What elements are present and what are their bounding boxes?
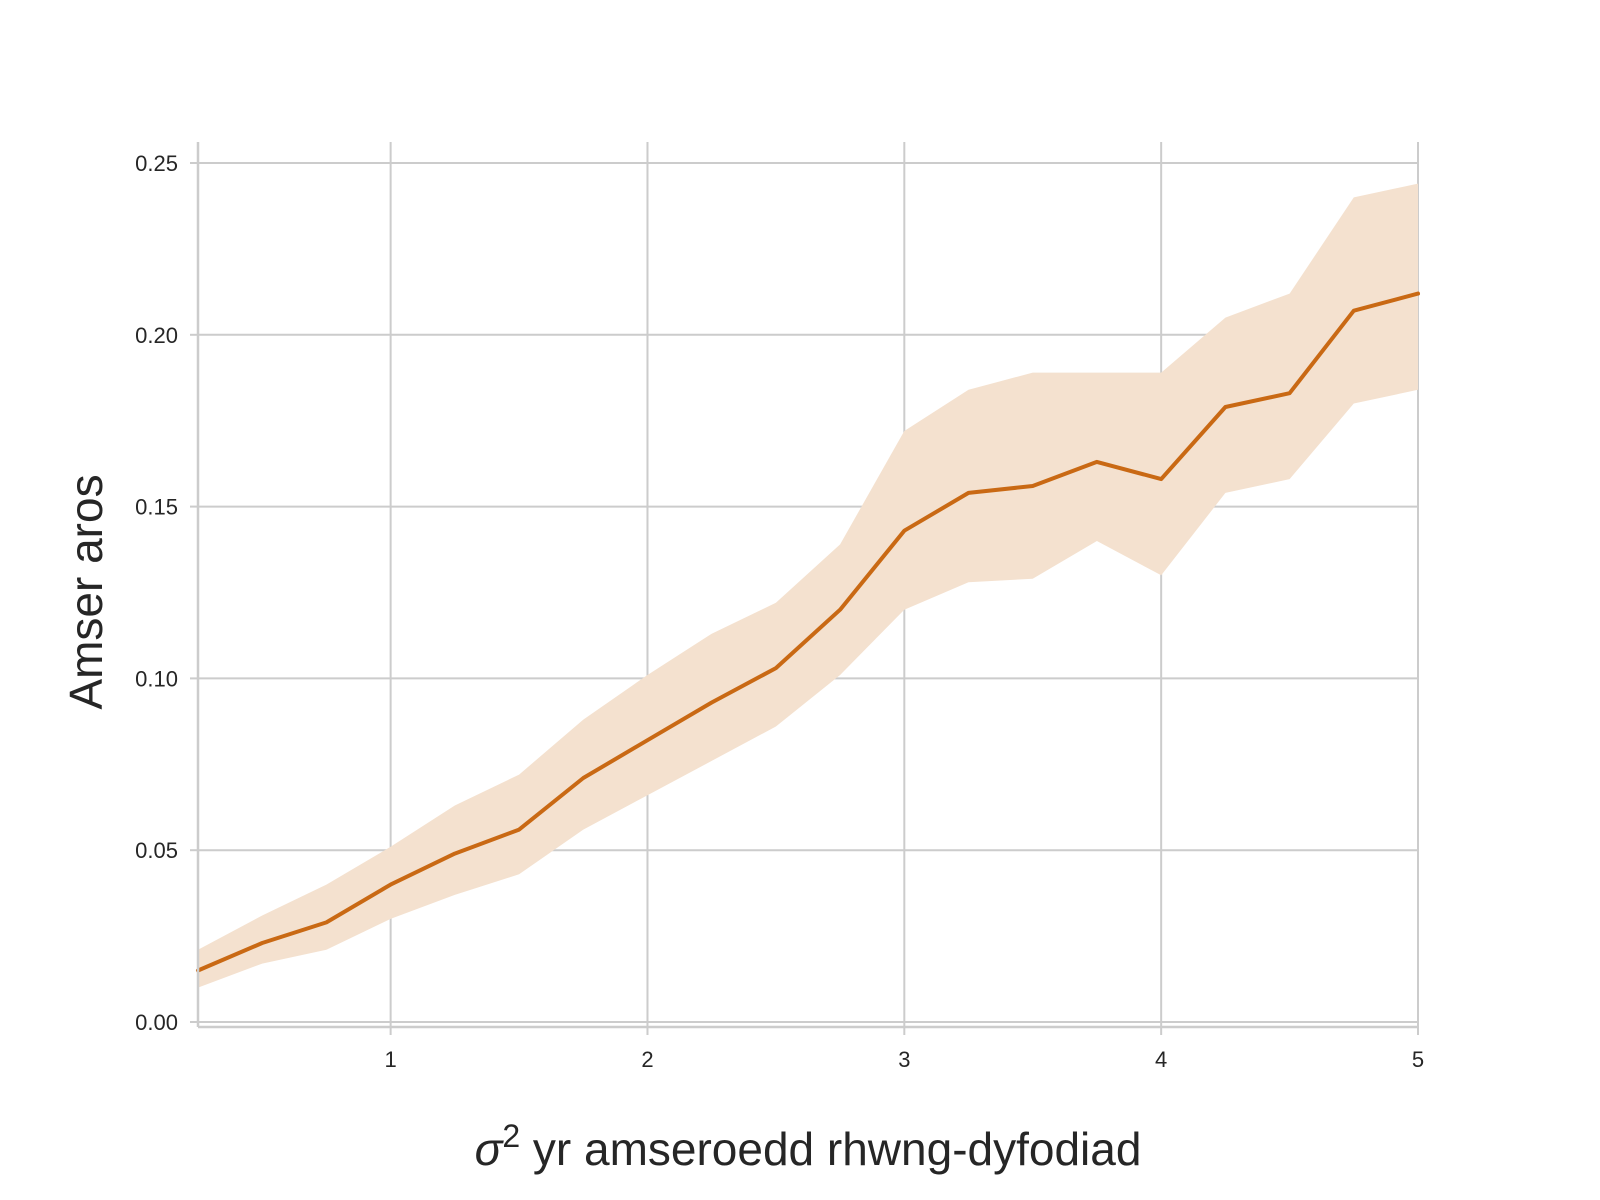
series-line-layer [196, 291, 1420, 973]
y-tick-label: 0.00 [135, 1010, 178, 1035]
y-tick-label: 0.15 [135, 495, 178, 520]
series-line [196, 291, 1420, 973]
tick-labels: 0.00 0.05 0.10 0.15 0.20 0.25 1 2 3 4 5 [135, 151, 1424, 1072]
x-axis-label-sigma: σ [475, 1123, 505, 1175]
x-axis-label: σ2 yr amseroedd rhwng-dyfodiad [475, 1118, 1142, 1175]
x-tick-label: 5 [1412, 1047, 1424, 1072]
y-tick-label: 0.20 [135, 323, 178, 348]
x-tick-label: 1 [385, 1047, 397, 1072]
x-tick-label: 2 [641, 1047, 653, 1072]
y-tick-label: 0.05 [135, 838, 178, 863]
y-axis-label: Amser aros [60, 474, 112, 709]
x-tick-label: 4 [1155, 1047, 1167, 1072]
x-tick-label: 3 [898, 1047, 910, 1072]
y-tick-label: 0.25 [135, 151, 178, 176]
confidence-band-layer [198, 183, 1418, 988]
axes-spines [196, 142, 1418, 1029]
y-tick-label: 0.10 [135, 666, 178, 691]
x-axis-label-power: 2 [502, 1118, 520, 1154]
x-axis-label-text: yr amseroedd rhwng-dyfodiad [520, 1123, 1141, 1175]
confidence-band [198, 183, 1418, 988]
